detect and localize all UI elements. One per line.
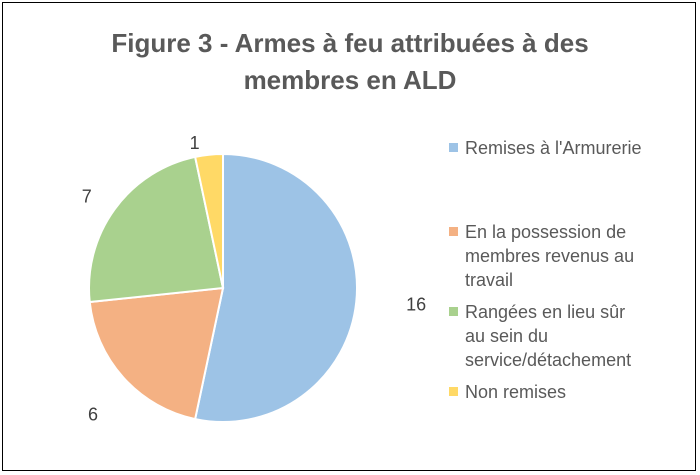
data-label-1: 6: [88, 404, 98, 424]
legend-item-0: Remises à l'Armurerie: [449, 136, 689, 160]
data-label-2: 7: [82, 186, 92, 206]
pie-slice-0: [193, 152, 358, 423]
legend-label-0-line-0: Remises à l'Armurerie: [465, 138, 642, 158]
legend-swatch-2: [449, 307, 458, 316]
legend-item-3: Non remises: [449, 380, 689, 404]
pie-slice-2: [88, 155, 225, 304]
legend-label-1-line-0: En la possession de: [465, 222, 627, 242]
legend-item-2: Rangées en lieu sûr au sein du service/dét…: [449, 300, 689, 372]
chart-title-line-2: membres en ALD: [243, 65, 457, 95]
chart-title: Figure 3 - Armes à feu attribuées à des …: [3, 25, 697, 99]
legend-swatch-0: [449, 143, 458, 152]
chart-frame: Figure 3 - Armes à feu attribuées à des …: [2, 2, 696, 471]
pie-slice-3: [193, 152, 224, 289]
legend-swatch-3: [449, 387, 458, 396]
chart-title-line-1: Figure 3 - Armes à feu attribuées à des: [111, 28, 589, 58]
pie-slice-1: [88, 286, 225, 421]
data-label-0: 16: [406, 294, 426, 314]
pie-chart: 16 6 7 1: [82, 133, 426, 425]
legend-label-1-line-1: membres revenus au: [465, 246, 635, 266]
legend-label-3-line-0: Non remises: [465, 382, 567, 402]
legend-label-1-line-2: travail: [465, 270, 514, 290]
legend-label-2-line-0: Rangées en lieu sûr: [465, 302, 626, 322]
legend-label-2-line-2: service/détachement: [465, 350, 632, 370]
legend-label-2-line-1: au sein du: [465, 326, 549, 346]
legend-item-1: En la possession de membres revenus au tra…: [449, 220, 689, 292]
data-label-3: 1: [190, 133, 200, 153]
legend-swatch-1: [449, 227, 458, 236]
